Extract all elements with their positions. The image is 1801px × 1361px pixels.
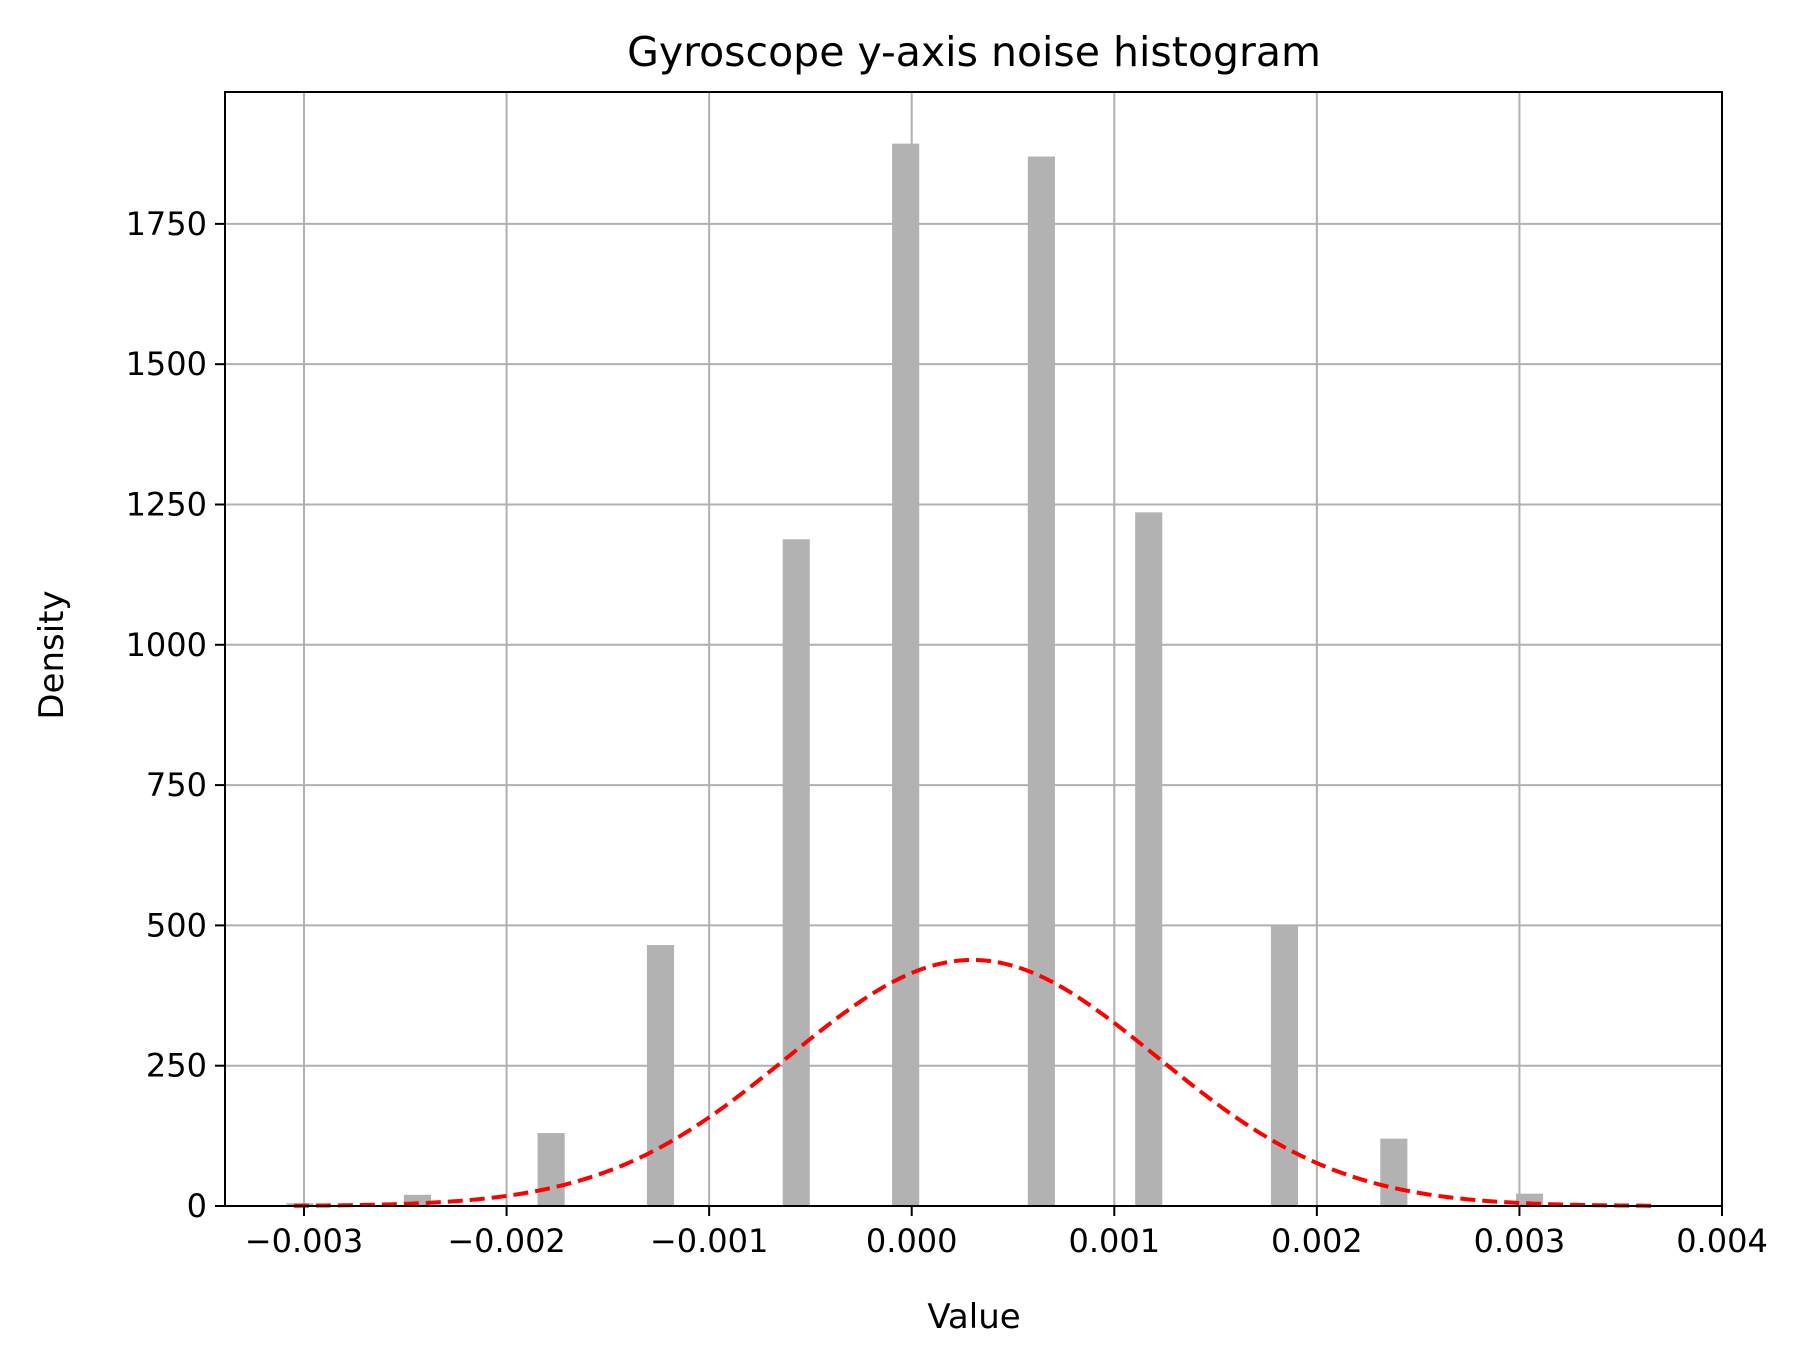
y-tick-label-7: 1750 [126, 205, 207, 243]
x-tick-label-5: 0.002 [1271, 1222, 1363, 1260]
histogram-bar-6 [1027, 156, 1055, 1206]
y-tick-label-4: 1000 [126, 626, 207, 664]
x-axis-label: Value [927, 1297, 1020, 1337]
histogram-bar-5 [892, 143, 920, 1207]
y-tick-label-2: 500 [146, 906, 207, 944]
fit-curve-group [293, 957, 1652, 1208]
x-tick-label-2: −0.001 [650, 1222, 768, 1260]
histogram-bar-7 [1135, 512, 1163, 1206]
chart-title: Gyroscope y-axis noise histogram [627, 28, 1321, 76]
histogram-bar-1 [403, 1194, 432, 1206]
histogram-bars [286, 143, 1544, 1207]
x-tick-label-6: 0.003 [1474, 1222, 1566, 1260]
y-tick-label-6: 1500 [126, 345, 207, 383]
y-tick-label-3: 750 [146, 766, 207, 804]
histogram-bar-8 [1270, 925, 1299, 1206]
x-tick-label-7: 0.004 [1676, 1222, 1768, 1260]
ticks: −0.003 −0.002 −0.001 0.000 0.001 0.002 0.003 0.… [126, 205, 1768, 1260]
histogram-bar-9 [1380, 1138, 1408, 1206]
y-tick-label-1: 250 [146, 1047, 207, 1085]
x-tick-label-4: 0.001 [1068, 1222, 1160, 1260]
y-axis-label: Density [32, 590, 72, 719]
axes [224, 91, 1723, 1207]
y-tick-label-0: 0 [187, 1187, 207, 1225]
histogram-bar-4 [782, 539, 810, 1206]
histogram-bar-2 [537, 1133, 565, 1206]
plot-frame [224, 91, 1723, 1207]
x-tick-label-3: 0.000 [866, 1222, 958, 1260]
x-tick-label-1: −0.002 [447, 1222, 565, 1260]
normal-fit-curve [293, 957, 1652, 1208]
x-tick-label-0: −0.003 [245, 1222, 363, 1260]
histogram-bar-3 [646, 945, 675, 1206]
grid-lines [225, 92, 1723, 1207]
y-tick-label-5: 1250 [126, 485, 207, 523]
